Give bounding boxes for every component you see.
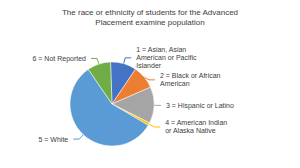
svg-text:3 = Hispanic or Latino: 3 = Hispanic or Latino — [166, 102, 234, 110]
svg-text:Placement examine population: Placement examine population — [95, 18, 204, 27]
svg-text:American or Pacific: American or Pacific — [136, 54, 197, 61]
svg-text:or Alaska Native: or Alaska Native — [165, 127, 216, 134]
svg-text:5 = White: 5 = White — [38, 136, 68, 143]
svg-text:2 = Black or African: 2 = Black or African — [160, 72, 221, 79]
svg-text:The race or ethnicity of stude: The race or ethnicity of students for th… — [62, 8, 238, 17]
svg-text:American: American — [160, 80, 190, 87]
svg-text:4 = American Indian: 4 = American Indian — [165, 119, 227, 126]
svg-text:6 = Not Reported: 6 = Not Reported — [32, 55, 86, 63]
svg-text:1 = Asian, Asian: 1 = Asian, Asian — [136, 46, 186, 53]
svg-text:Islander: Islander — [136, 62, 162, 69]
